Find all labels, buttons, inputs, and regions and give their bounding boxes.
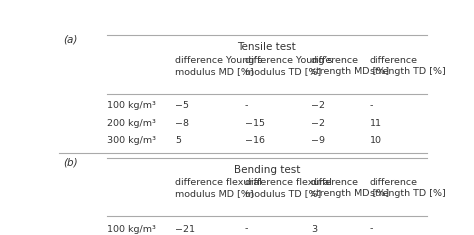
Text: 100 kg/m³: 100 kg/m³ <box>107 102 156 110</box>
Text: difference flexural
modulus MD [%]: difference flexural modulus MD [%] <box>175 178 262 198</box>
Text: 3: 3 <box>311 224 317 234</box>
Text: (a): (a) <box>63 35 77 45</box>
Text: 100 kg/m³: 100 kg/m³ <box>107 224 156 234</box>
Text: −5: −5 <box>175 102 189 110</box>
Text: 10: 10 <box>370 136 382 145</box>
Text: 300 kg/m³: 300 kg/m³ <box>107 136 156 145</box>
Text: Bending test: Bending test <box>234 165 300 175</box>
Text: -: - <box>370 224 373 234</box>
Text: 11: 11 <box>370 119 382 128</box>
Text: -: - <box>245 224 248 234</box>
Text: difference flexural
modulus TD [%]: difference flexural modulus TD [%] <box>245 178 332 198</box>
Text: difference
strength TD [%]: difference strength TD [%] <box>370 178 446 198</box>
Text: −21: −21 <box>175 224 195 234</box>
Text: −8: −8 <box>175 119 189 128</box>
Text: −16: −16 <box>245 136 265 145</box>
Text: -: - <box>370 102 373 110</box>
Text: -: - <box>245 102 248 110</box>
Text: (b): (b) <box>63 158 78 168</box>
Text: −15: −15 <box>245 119 265 128</box>
Text: −2: −2 <box>311 119 325 128</box>
Text: −9: −9 <box>311 136 325 145</box>
Text: difference
strength MD [%]: difference strength MD [%] <box>311 178 389 198</box>
Text: difference
strength MD [%]: difference strength MD [%] <box>311 56 389 76</box>
Text: difference Young’s
modulus MD [%]: difference Young’s modulus MD [%] <box>175 56 262 76</box>
Text: 5: 5 <box>175 136 181 145</box>
Text: Tensile test: Tensile test <box>237 42 296 52</box>
Text: 200 kg/m³: 200 kg/m³ <box>107 119 156 128</box>
Text: −2: −2 <box>311 102 325 110</box>
Text: difference
strength TD [%]: difference strength TD [%] <box>370 56 446 76</box>
Text: difference Young’s
modulus TD [%]: difference Young’s modulus TD [%] <box>245 56 332 76</box>
